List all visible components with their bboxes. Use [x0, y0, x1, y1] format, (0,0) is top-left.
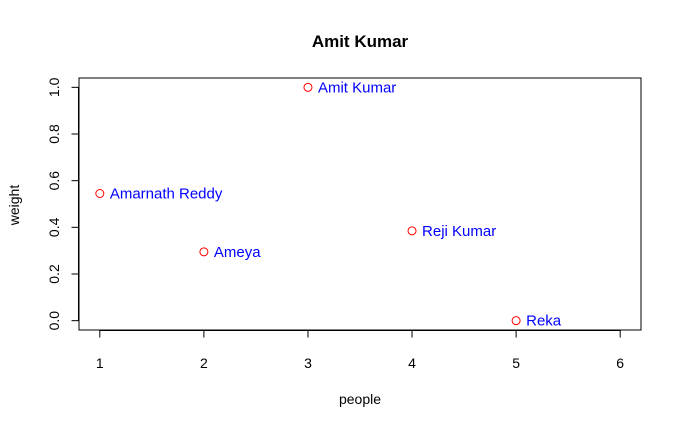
- plot-area-border: [78, 77, 642, 331]
- point-label: Amit Kumar: [318, 79, 396, 96]
- point-label: Reji Kumar: [422, 223, 496, 240]
- y-tick-label: 0.8: [46, 124, 62, 144]
- x-tick-label: 1: [96, 355, 104, 371]
- y-tick-label: 0.0: [46, 311, 62, 331]
- y-tick-label: 0.2: [46, 264, 62, 284]
- chart-title: Amit Kumar: [312, 32, 409, 51]
- y-tick-label: 0.4: [46, 217, 62, 237]
- x-tick-label: 6: [616, 355, 624, 371]
- x-axis-label: people: [339, 391, 381, 407]
- x-tick-label: 2: [200, 355, 208, 371]
- data-point: [303, 82, 313, 92]
- x-tick-label: 3: [304, 355, 312, 371]
- data-points: Amarnath Reddy Ameya Amit Kumar Reji Kumar R…: [95, 79, 562, 330]
- x-tick-label: 4: [408, 355, 416, 371]
- data-point: [511, 316, 521, 326]
- x-tick-label: 5: [512, 355, 520, 371]
- point-label: Amarnath Reddy: [110, 186, 223, 203]
- data-point: [95, 189, 105, 198]
- point-label: Ameya: [214, 244, 261, 261]
- data-point: [407, 226, 417, 236]
- y-tick-label: 0.6: [46, 171, 62, 191]
- y-axis: 0.0 0.2 0.4 0.6 0.8 1.0: [46, 77, 79, 330]
- y-tick-label: 1.0: [46, 77, 62, 97]
- data-point: [199, 247, 209, 257]
- point-label: Reka: [526, 313, 562, 330]
- x-axis: 1 2 3 4 5 6: [96, 330, 624, 371]
- y-axis-label: weight: [6, 185, 22, 227]
